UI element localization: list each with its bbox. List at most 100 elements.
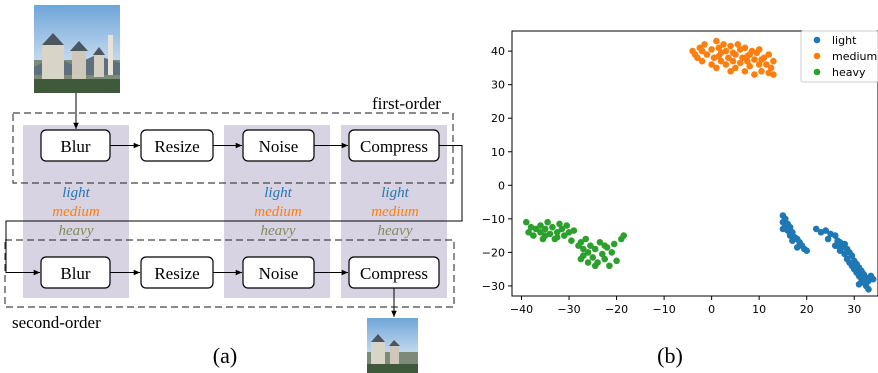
step-label-resize-1: Resize [154,137,199,156]
y-tick-label: 40 [491,45,505,58]
y-tick-label: 30 [491,79,505,92]
point-medium [744,52,751,60]
point-medium [751,71,758,78]
legend: light medium heavy [800,30,878,83]
point-light [831,232,839,239]
point-heavy [620,232,627,239]
point-heavy [523,218,530,226]
point-heavy [556,220,563,228]
scatter-chart: −40 −30 −20 −10 0 10 20 30 −30 −20 −10 0 10 20 30 40 l… [482,30,878,368]
step-label-compress-2: Compress [360,264,428,283]
point-medium [703,51,711,58]
point-light [848,252,856,259]
point-medium [758,56,765,63]
x-tick-label: 10 [752,303,766,316]
level-medium: medium [371,204,419,220]
point-heavy [530,232,537,239]
point-heavy [584,259,592,266]
level-heavy: heavy [378,223,413,239]
point-heavy [599,250,606,258]
x-tick-label: −20 [605,303,628,316]
point-heavy [606,262,613,270]
point-light [803,247,810,254]
point-medium [755,61,763,68]
point-light [869,275,877,283]
point-medium [755,46,763,53]
point-heavy [537,222,544,229]
point-light [837,240,845,247]
y-tick-label: 10 [491,146,505,159]
x-tick-label: −10 [652,303,675,316]
point-heavy [537,229,544,236]
point-medium [717,57,725,65]
y-tick-label: 20 [491,112,505,125]
point-heavy [577,255,585,263]
level-labels-compress: light medium heavy [371,185,419,239]
point-heavy [549,223,556,231]
arrow-first-to-second-order [5,145,463,276]
output-image [367,318,418,373]
point-heavy [580,245,587,253]
point-heavy [610,240,618,248]
level-medium: medium [52,204,100,220]
x-tick-label: −40 [510,303,533,316]
level-light: light [264,185,292,201]
point-heavy [553,229,561,236]
point-medium [744,57,751,65]
point-heavy [591,245,599,253]
point-medium [727,68,734,75]
point-heavy [608,249,616,256]
level-medium: medium [254,204,302,220]
point-heavy [570,227,578,234]
point-medium [708,46,715,53]
point-light [865,286,872,293]
point-medium [734,41,742,48]
point-heavy [582,235,589,243]
point-heavy [532,225,540,233]
panel-label-b: (b) [657,343,683,368]
input-image [34,5,120,93]
level-light: light [381,185,409,201]
scatter-points [523,37,877,293]
legend-frame [800,30,878,83]
point-medium [767,64,775,72]
point-heavy [525,229,532,236]
point-medium [722,47,730,55]
legend-marker-medium [813,52,821,60]
degradation-diagram: first-order second-order Blur Resize Noi… [4,5,463,373]
legend-marker-heavy [813,68,821,76]
point-medium [741,68,749,75]
point-heavy [587,242,594,249]
step-label-resize-2: Resize [154,264,199,283]
x-tick-label: 0 [708,303,715,316]
y-tick-label: −30 [482,280,505,293]
x-tick-label: 30 [847,303,861,316]
point-light [822,227,829,234]
second-order-label: second-order [12,313,101,332]
point-medium [729,49,737,57]
point-medium [713,37,720,45]
point-heavy [561,232,568,239]
point-heavy [553,234,561,241]
point-medium [691,51,699,58]
point-light [824,235,832,243]
point-heavy [544,218,551,226]
point-heavy [589,254,597,261]
point-heavy [558,225,566,233]
point-medium [770,57,777,65]
point-medium [729,57,737,65]
legend-marker-light [813,36,821,44]
point-medium [751,56,758,63]
point-heavy [591,262,599,270]
point-medium [722,61,730,68]
point-medium [741,44,749,52]
legend-label-heavy: heavy [832,66,866,79]
point-light [855,281,863,288]
level-labels-blur: light medium heavy [52,185,100,239]
point-heavy [584,249,592,256]
point-light [836,247,844,254]
point-heavy [577,239,585,246]
level-heavy: heavy [59,223,94,239]
first-order-box [12,112,454,184]
